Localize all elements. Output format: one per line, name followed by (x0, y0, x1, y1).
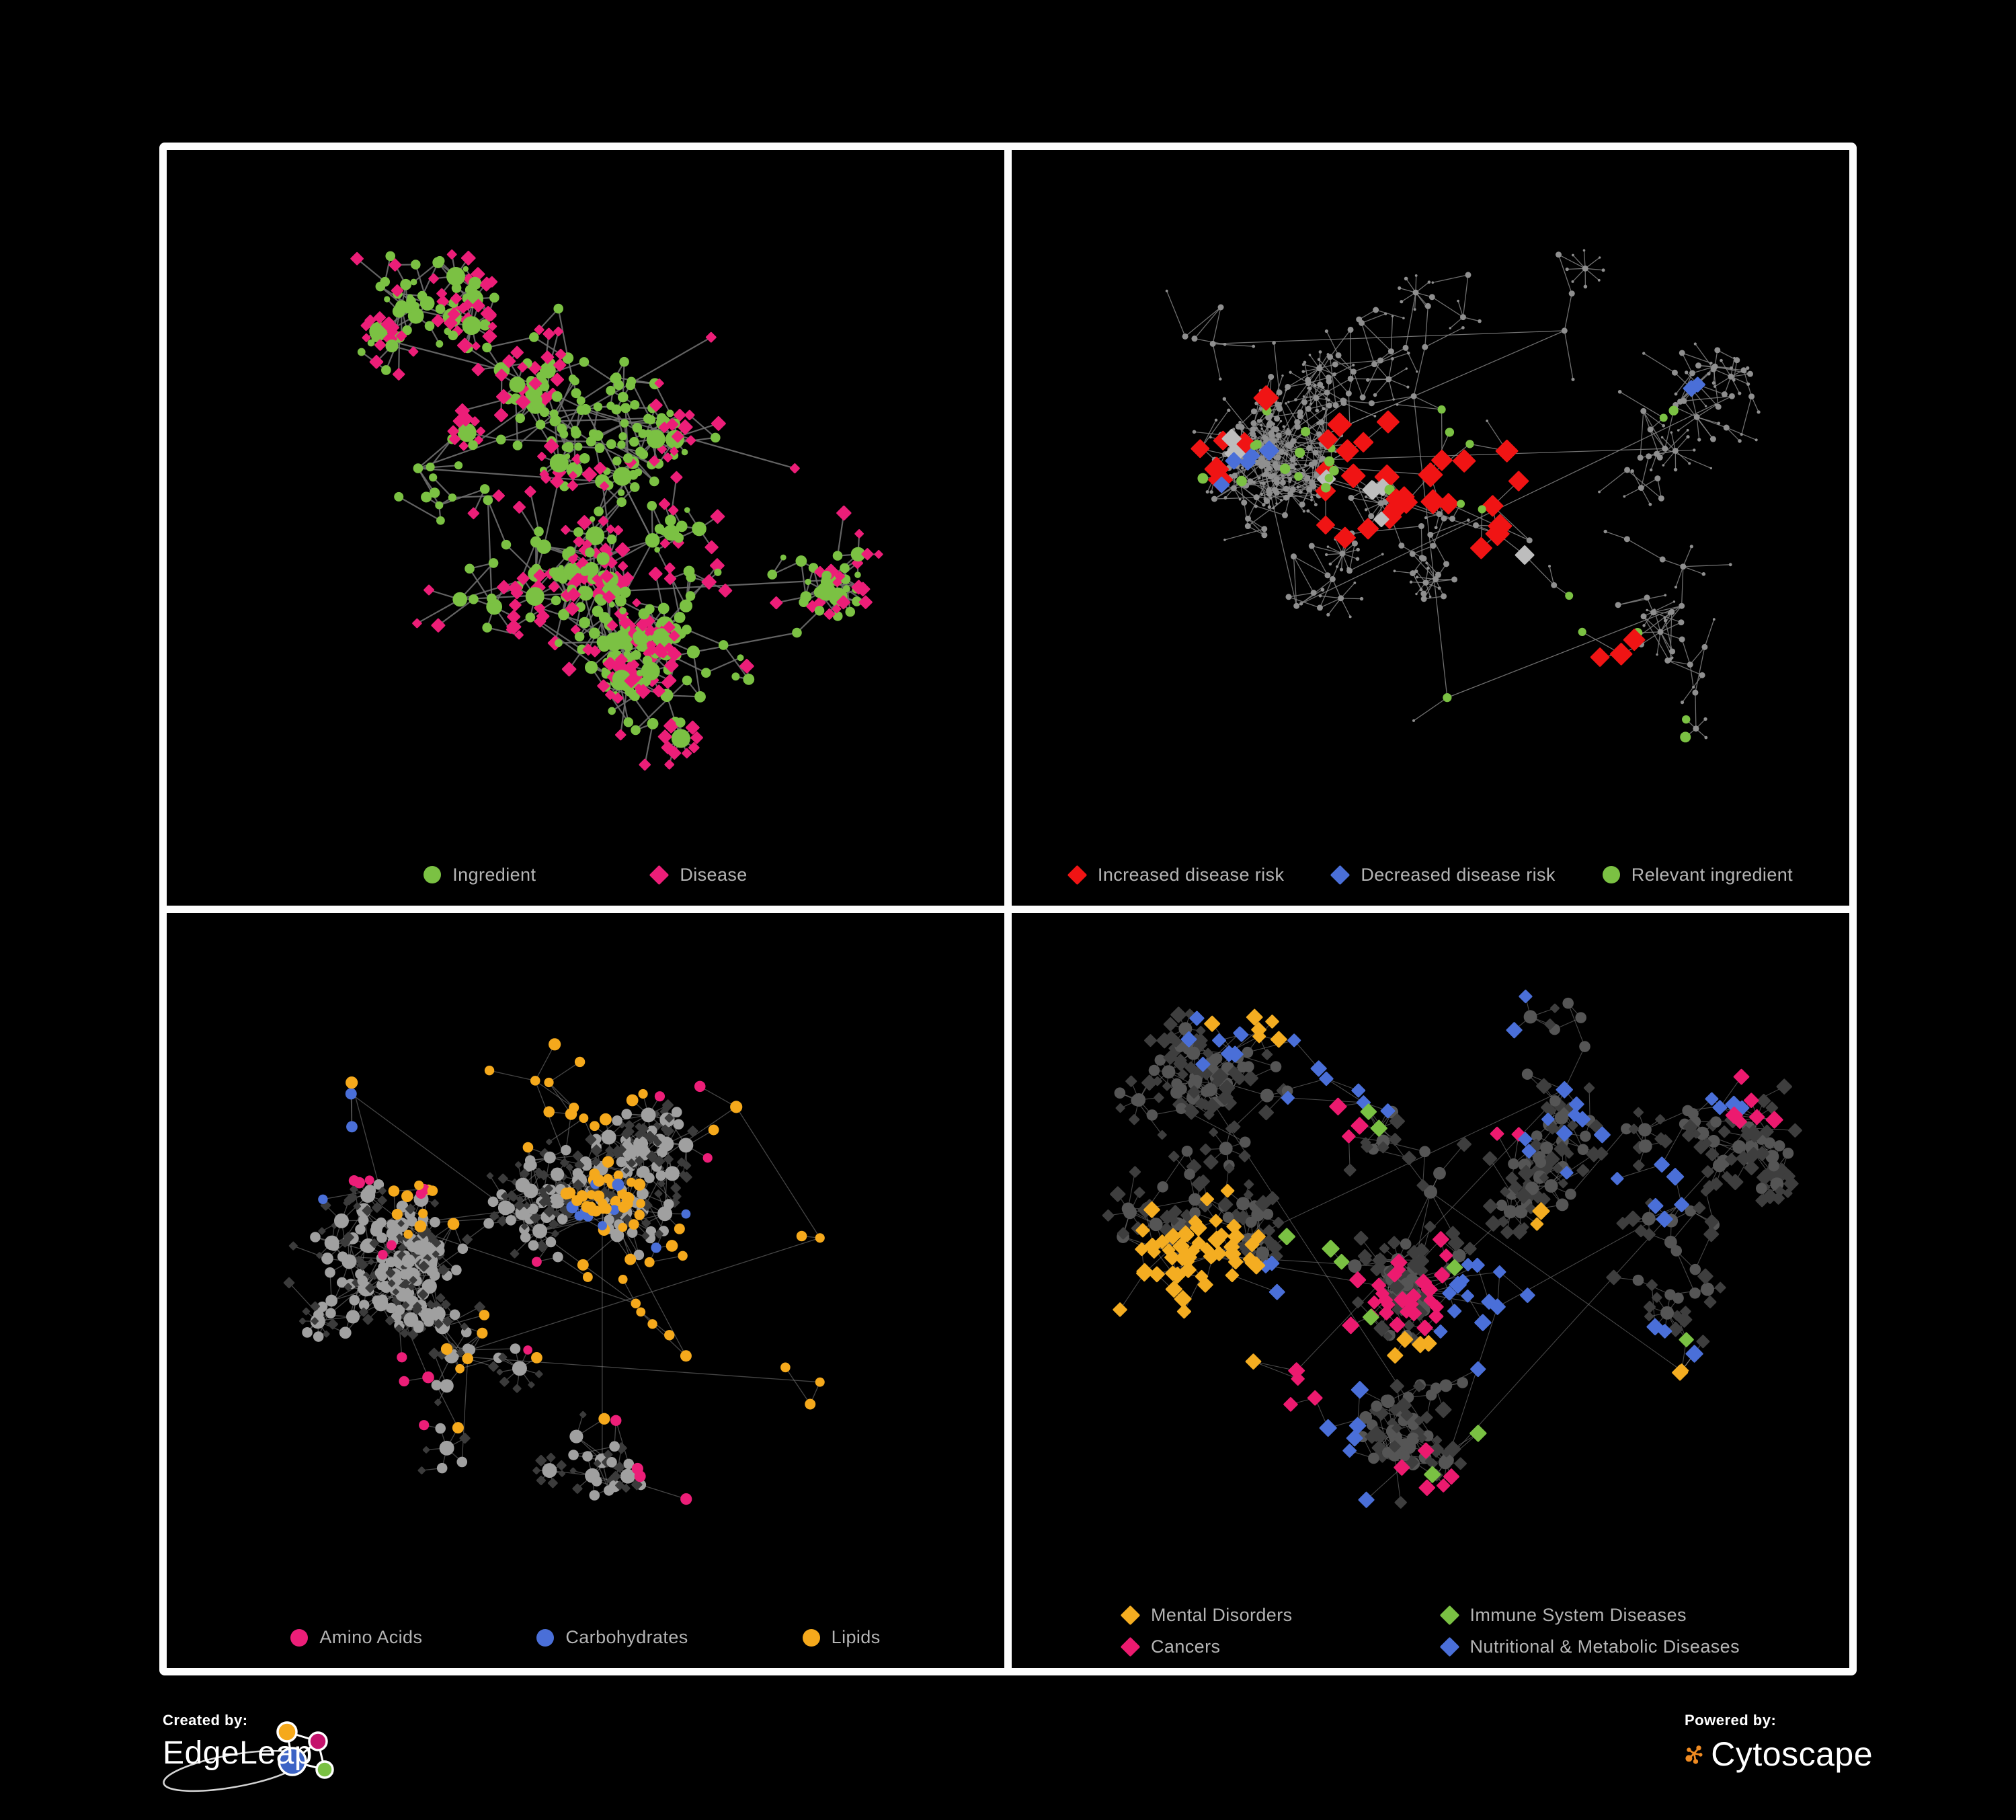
legend-label: Disease (680, 864, 748, 885)
powered-by-label: Powered by: (1685, 1712, 1777, 1729)
powered-by-block: Powered by: Cytoscape (1685, 1712, 1873, 1806)
edgeleap-node-green (315, 1760, 334, 1779)
nutritional-metabolic-marker-icon (1439, 1636, 1459, 1657)
legend-item: Cancers (1120, 1636, 1292, 1657)
legend-label: Lipids (831, 1627, 881, 1647)
cytoscape-logo-icon (1685, 1745, 1703, 1764)
increased-risk-marker-icon (1067, 865, 1088, 885)
cytoscape-wordmark: Cytoscape (1711, 1735, 1873, 1773)
legend-label: Carbohydrates (565, 1627, 688, 1647)
legend-item: Increased disease risk (1067, 864, 1285, 885)
legend-item: Lipids (802, 1627, 881, 1648)
legend-label: Mental Disorders (1151, 1605, 1293, 1625)
legend-item: Immune System Diseases (1439, 1605, 1740, 1626)
panel-nutrient-classes: Amino Acids Carbohydrates Lipids (167, 912, 1004, 1668)
legend-label: Immune System Diseases (1469, 1605, 1687, 1625)
legend-item: Nutritional & Metabolic Diseases (1439, 1636, 1740, 1657)
panel-disease-risk: Increased disease risk Decreased disease… (1012, 150, 1849, 906)
legend-ingredient-disease: Ingredient Disease (167, 865, 1004, 885)
amino-acids-marker-icon (290, 1628, 309, 1647)
edgeleap-node-orange (276, 1721, 298, 1743)
edgeleap-node-magenta (308, 1731, 328, 1751)
legend-label: Cancers (1151, 1636, 1221, 1657)
legend-label: Nutritional & Metabolic Diseases (1469, 1636, 1740, 1657)
network-ingredient-disease (350, 249, 883, 771)
legend-item: Relevant ingredient (1602, 864, 1793, 885)
relevant-ingredient-marker-icon (1602, 866, 1620, 883)
legend-item: Disease (649, 864, 748, 885)
legend-item: Ingredient (424, 865, 536, 885)
network-disease-categories (1102, 989, 1802, 1509)
legend-nutrient-classes: Amino Acids Carbohydrates Lipids (167, 1627, 1004, 1648)
carbohydrates-marker-icon (536, 1628, 555, 1647)
legend-label: Ingredient (452, 864, 536, 885)
cancers-marker-icon (1120, 1636, 1141, 1657)
edgeleap-node-blue (278, 1747, 307, 1776)
immune-system-diseases-marker-icon (1439, 1605, 1459, 1626)
figure-board: Ingredient Disease Increased disease ris… (159, 143, 1857, 1675)
legend-label: Relevant ingredient (1631, 864, 1793, 885)
edgeleap-logo-icon (163, 1721, 334, 1792)
panel-disease-categories: Mental Disorders Immune System Diseases … (1012, 912, 1849, 1668)
edgeleap-wordmark: EdgeLeap (163, 1735, 313, 1771)
disease-marker-icon (649, 865, 670, 885)
legend-label: Amino Acids (319, 1627, 423, 1647)
network-nutrient-classes (283, 1037, 825, 1505)
created-by-label: Created by: (163, 1712, 248, 1729)
decreased-risk-marker-icon (1330, 865, 1350, 885)
mental-disorders-marker-icon (1120, 1605, 1141, 1626)
legend-item: Decreased disease risk (1330, 864, 1556, 885)
legend-item: Amino Acids (290, 1627, 422, 1648)
ingredient-marker-icon (424, 866, 442, 883)
legend-disease-risk: Increased disease risk Decreased disease… (1012, 865, 1849, 885)
legend-item: Mental Disorders (1120, 1605, 1293, 1626)
lipids-marker-icon (802, 1628, 820, 1647)
legend-label: Decreased disease risk (1361, 864, 1556, 885)
legend-label: Increased disease risk (1097, 864, 1285, 885)
network-disease-risk (1165, 249, 1761, 743)
legend-item: Carbohydrates (536, 1627, 688, 1648)
panel-ingredient-disease: Ingredient Disease (167, 150, 1004, 906)
legend-disease-categories: Mental Disorders Immune System Diseases … (1012, 1605, 1849, 1657)
created-by-block: Created by: EdgeLeap (163, 1712, 351, 1806)
